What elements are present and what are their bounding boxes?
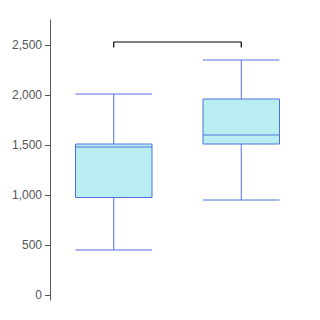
svg-text:500: 500 [22,238,42,252]
svg-text:2,500: 2,500 [12,38,42,52]
svg-text:1,500: 1,500 [12,138,42,152]
svg-text:1,000: 1,000 [12,188,42,202]
svg-text:2,000: 2,000 [12,88,42,102]
svg-text:0: 0 [35,288,42,302]
